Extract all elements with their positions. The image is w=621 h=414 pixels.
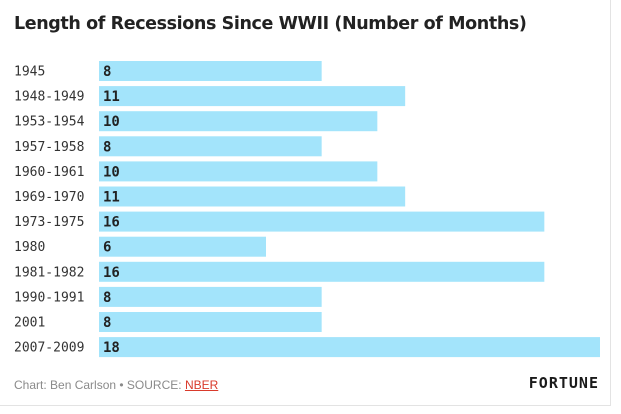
category-label: 1990-1991 [14,290,84,305]
category-label: 1973-1975 [14,215,84,230]
value-label: 16 [103,265,120,281]
value-label: 11 [103,89,120,105]
value-label: 16 [103,215,120,231]
bar [99,211,545,232]
value-label: 10 [103,114,120,130]
category-label: 1953-1954 [14,115,85,130]
chart-frame [0,0,611,406]
category-label: 1981-1982 [14,265,84,280]
bar [99,86,406,107]
category-label: 1969-1970 [14,190,84,205]
bar [99,236,266,257]
value-label: 8 [103,290,111,306]
bar [99,111,378,132]
category-label: 2007-2009 [14,341,84,356]
category-label: 1957-1958 [14,140,84,155]
chart-title: Length of Recessions Since WWII (Number … [14,14,527,34]
bar [99,261,545,282]
bar [99,136,322,157]
category-label: 1945 [14,65,45,80]
category-label: 2001 [14,316,45,331]
category-label: 1948-1949 [14,90,84,105]
value-label: 10 [103,164,120,180]
value-label: 8 [103,64,111,80]
value-label: 8 [103,315,111,331]
chart-credit: Chart: Ben Carlson • SOURCE: [14,378,185,392]
bar [99,286,322,307]
fortune-logo: FORTUNE [528,374,599,392]
value-label: 18 [103,340,120,356]
bar [99,312,322,332]
category-label: 1980 [14,240,45,255]
bar [99,161,378,182]
value-label: 11 [103,190,120,206]
value-label: 6 [103,240,111,256]
bar [99,337,600,358]
bar [99,186,406,207]
chart-footer: Chart: Ben Carlson • SOURCE: NBER [14,378,218,392]
source-link[interactable]: NBER [184,378,219,392]
category-label: 1960-1961 [14,165,84,180]
bar [99,61,322,81]
value-label: 8 [103,139,111,155]
